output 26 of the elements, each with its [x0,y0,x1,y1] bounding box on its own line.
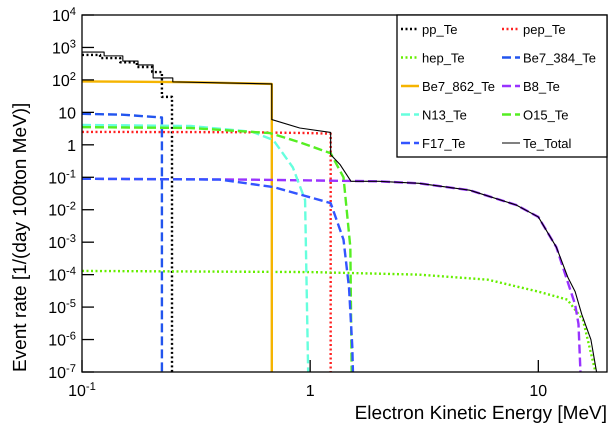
legend-label: Te_Total [523,136,572,151]
y-tick-label: 10$^{-6}$ [48,330,76,350]
legend-label: N13_Te [422,108,467,122]
y-tick-label: 10 [58,105,76,122]
legend-label: pp_Te [422,22,458,37]
y-tick-label: 10$^{-2}$ [48,200,76,220]
y-tick-label: 10$^{2}$ [52,70,76,90]
y-tick-label: 1 [67,138,76,155]
y-tick-label: 10$^{-1}$ [48,168,76,188]
y-tick-label: 10$^{4}$ [52,6,76,25]
legend-label: hep_Te [422,50,465,66]
legend-label: Be7_862_Te [422,79,496,94]
x-tick-label: 1 [306,383,315,400]
legend-label: F17_Te [422,136,466,151]
y-tick-label: 10$^{-3}$ [48,233,76,252]
legend-label: O15_Te [523,108,569,122]
y-axis-title: Event rate [1/(day 100ton MeV)] [10,102,31,372]
x-axis-title: Electron Kinetic Energy [MeV] [354,403,607,424]
legend-label: Be7_384_Te [523,50,596,66]
y-tick-label: 10$^{-7}$ [48,363,76,382]
legend-label: B8_Te [523,79,560,94]
y-tick-label: 10$^{-5}$ [48,298,76,318]
y-tick-label: 10$^{3}$ [52,38,76,58]
x-tick-label: 10 [529,383,548,400]
y-tick-label: 10$^{-4}$ [48,266,76,285]
legend-label: pep_Te [523,22,566,37]
